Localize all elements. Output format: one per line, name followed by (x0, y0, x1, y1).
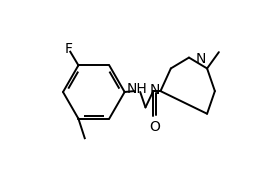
Text: NH: NH (127, 82, 147, 96)
Text: O: O (149, 120, 160, 134)
Text: N: N (196, 52, 206, 66)
Text: F: F (64, 42, 72, 56)
Text: N: N (149, 83, 160, 97)
